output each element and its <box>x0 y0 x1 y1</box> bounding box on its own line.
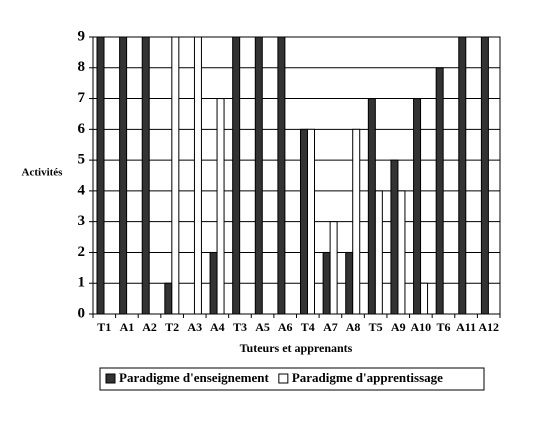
bar <box>397 190 406 315</box>
y-tick-label: 6 <box>78 121 86 137</box>
bar <box>164 282 173 315</box>
bar <box>277 36 286 315</box>
bar <box>345 251 354 315</box>
bar <box>435 67 444 315</box>
bar <box>413 98 422 315</box>
bar <box>119 36 128 315</box>
x-tick-label: A10 <box>411 320 432 334</box>
bar <box>367 98 376 315</box>
bar <box>254 36 263 315</box>
bar <box>352 128 361 315</box>
x-tick-label: A3 <box>187 320 202 334</box>
y-tick-label: 4 <box>78 182 86 198</box>
x-tick-label: T3 <box>233 320 247 334</box>
x-tick-label: T4 <box>301 320 315 334</box>
legend-label: Paradigme d'apprentissage <box>292 370 443 385</box>
x-tick-label: A4 <box>210 320 225 334</box>
bar <box>420 282 429 315</box>
bar <box>232 36 241 315</box>
bar <box>322 251 331 315</box>
bar <box>307 128 315 315</box>
bar <box>141 36 150 315</box>
x-tick-label: A9 <box>391 320 406 334</box>
x-tick-label: A12 <box>478 320 499 334</box>
legend-swatch <box>105 373 116 384</box>
bar <box>374 190 383 315</box>
x-tick-label: T6 <box>436 320 450 334</box>
x-tick-label: T5 <box>369 320 383 334</box>
bar <box>480 36 489 315</box>
x-tick-label: A1 <box>120 320 135 334</box>
y-tick-label: 9 <box>78 28 86 44</box>
bar <box>300 128 308 315</box>
y-tick-label: 5 <box>78 152 86 168</box>
x-tick-label: T2 <box>165 320 179 334</box>
y-tick-label: 0 <box>78 305 86 321</box>
bar <box>209 251 218 315</box>
y-tick-label: 3 <box>78 213 86 229</box>
x-tick-label: A2 <box>142 320 157 334</box>
bar <box>216 98 225 315</box>
y-tick-label: 7 <box>78 90 86 106</box>
x-tick-label: A6 <box>278 320 293 334</box>
x-tick-label: A5 <box>255 320 270 334</box>
x-axis-label: Tuteurs et apprenants <box>240 341 353 355</box>
bar <box>96 36 105 315</box>
bar <box>329 221 338 315</box>
legend-box <box>99 367 485 391</box>
y-axis-label: Activités <box>22 167 64 179</box>
bar <box>390 159 399 315</box>
y-tick-label: 8 <box>78 59 86 75</box>
y-tick-label: 2 <box>78 244 86 260</box>
y-tick-label: 1 <box>78 275 86 291</box>
legend-swatch <box>278 373 289 384</box>
bar <box>171 36 180 315</box>
bar <box>193 36 202 315</box>
x-tick-label: A8 <box>346 320 361 334</box>
x-tick-label: A7 <box>323 320 338 334</box>
legend-label: Paradigme d'enseignement <box>119 370 270 385</box>
x-tick-label: A11 <box>456 320 476 334</box>
x-tick-label: T1 <box>97 320 111 334</box>
bar <box>458 36 467 315</box>
